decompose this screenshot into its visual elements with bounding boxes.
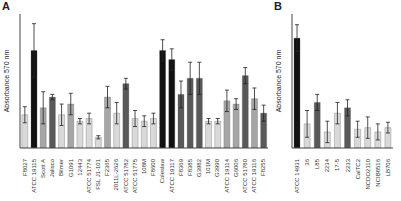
svg-text:G3990: G3990 [214, 158, 220, 177]
svg-text:G6006: G6006 [233, 158, 239, 177]
svg-text:Coleslaw: Coleslaw [159, 158, 165, 183]
svg-text:G1091: G1091 [68, 158, 74, 177]
svg-text:ATCC 14931: ATCC 14931 [294, 158, 300, 193]
svg-text:NCDO2110: NCDO2110 [365, 158, 371, 189]
svg-text:Scott A: Scott A [40, 159, 46, 178]
html-text:A: A [2, 0, 10, 12]
svg-text:L85: L85 [314, 158, 320, 169]
svg-text:LB706: LB706 [385, 158, 391, 176]
svg-text:ATCC 19116: ATCC 19116 [251, 158, 257, 192]
svg-text:ATCC 51774: ATCC 51774 [86, 158, 92, 193]
svg-text:Absorbance 570 nm: Absorbance 570 nm [8, 50, 10, 113]
svg-text:F8027: F8027 [22, 158, 28, 176]
svg-text:F8600: F8600 [150, 158, 156, 176]
svg-text:ATCC 51782: ATCC 51782 [123, 158, 129, 193]
svg-text:ATCC 19115: ATCC 19115 [31, 158, 37, 192]
svg-text:CalTC2: CalTC2 [355, 158, 361, 179]
svg-text:Jalisco: Jalisco [49, 158, 55, 177]
svg-text:F8255: F8255 [260, 158, 266, 176]
svg-text:2233: 2233 [345, 158, 351, 172]
svg-text:108M: 108M [141, 159, 147, 174]
html-text:B: B [274, 0, 282, 12]
svg-text:FSL J1-101: FSL J1-101 [95, 158, 101, 189]
svg-text:Absorbance 570 nm: Absorbance 570 nm [275, 50, 282, 113]
svg-text:F2365: F2365 [104, 158, 110, 176]
svg-text:Bilmer: Bilmer [58, 159, 64, 176]
svg-text:101M: 101M [205, 159, 211, 174]
svg-text:G3982: G3982 [196, 158, 202, 177]
svg-text:ATCC 51775: ATCC 51775 [132, 158, 138, 193]
svg-text:F8369: F8369 [178, 158, 184, 176]
svg-text:F8385: F8385 [187, 158, 193, 176]
svg-text:17-5: 17-5 [334, 158, 340, 171]
svg-text:ATCC 19117: ATCC 19117 [169, 158, 175, 192]
svg-text:2234: 2234 [324, 158, 330, 172]
svg-text:36: 36 [304, 158, 310, 165]
svg-text:ATCC 19114: ATCC 19114 [224, 158, 230, 192]
svg-text:12443: 12443 [77, 158, 83, 175]
svg-text:ATCC 51780: ATCC 51780 [242, 158, 248, 193]
svg-text:2011L-2626: 2011L-2626 [113, 158, 119, 190]
svg-text:NCIB8516: NCIB8516 [375, 158, 381, 186]
